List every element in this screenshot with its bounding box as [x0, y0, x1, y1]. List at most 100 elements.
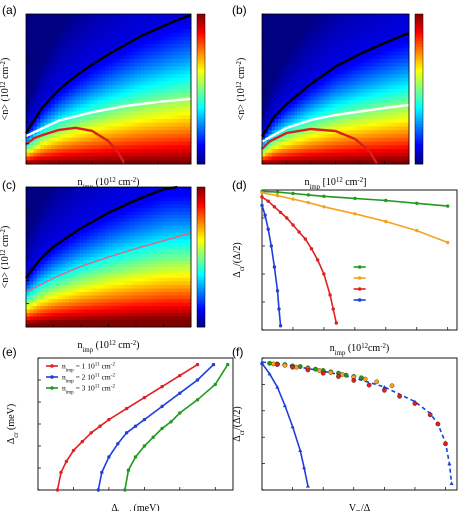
heatmap-cell: [58, 278, 63, 282]
heatmap-cell: [361, 122, 365, 127]
heatmap-cell: [300, 81, 304, 86]
heatmap-cell: [94, 149, 99, 154]
heatmap-cell: [322, 59, 327, 64]
heatmap-cell: [33, 141, 38, 146]
heatmap-cell: [36, 107, 41, 112]
heatmap-cell: [144, 17, 149, 22]
heatmap-cell: [29, 51, 34, 56]
heatmap-cell: [72, 40, 77, 45]
boundary-black: [260, 31, 410, 138]
heatmap-cell: [262, 107, 266, 112]
heatmap-cell: [90, 257, 95, 261]
colorbar-swatch: [197, 136, 205, 140]
heatmap-cell: [147, 145, 152, 150]
heatmap-cell: [36, 21, 41, 26]
heatmap-cell: [173, 160, 178, 165]
heatmap-cell: [51, 107, 56, 112]
heatmap-cell: [90, 122, 95, 127]
heatmap-cell: [108, 260, 113, 265]
heatmap-cell: [367, 29, 372, 34]
heatmap-cell: [319, 55, 324, 60]
heatmap-cell: [341, 160, 346, 165]
heatmap-cell: [341, 96, 346, 101]
heatmap-cell: [130, 145, 135, 150]
heatmap-cell: [97, 36, 102, 41]
heatmap-cell: [332, 104, 336, 109]
heatmap-cell: [40, 66, 45, 71]
heatmap-cell: [348, 152, 352, 157]
heatmap-cell: [383, 62, 388, 67]
heatmap-cell: [43, 211, 48, 216]
heatmap-cell: [348, 100, 352, 105]
heatmap-cell: [262, 126, 266, 131]
heatmap-cell: [396, 111, 400, 116]
heatmap-cell: [58, 134, 63, 139]
heatmap-cell: [155, 156, 160, 161]
heatmap-cell: [396, 14, 400, 19]
heatmap-cell: [86, 25, 91, 30]
heatmap-cell: [29, 299, 34, 303]
heatmap-cell: [262, 134, 266, 139]
heatmap-cell: [151, 62, 156, 67]
heatmap-cell: [119, 229, 124, 233]
heatmap-cell: [293, 96, 298, 101]
heatmap-cell: [112, 74, 117, 79]
heatmap-cell: [58, 107, 63, 112]
heatmap-cell: [58, 302, 63, 307]
panel-c: (c)nimp (1012 cm-2)<n> (1012 cm-2): [0, 178, 206, 354]
heatmap-cell: [297, 51, 301, 56]
heatmap-cell: [341, 145, 346, 150]
heatmap-cell: [297, 137, 301, 142]
heatmap-cell: [300, 152, 304, 157]
heatmap-cell: [147, 36, 152, 41]
heatmap-cell: [187, 74, 192, 79]
heatmap-cell: [69, 306, 74, 310]
heatmap-cell: [33, 292, 38, 296]
heatmap-cell: [345, 51, 349, 56]
heatmap-cell: [94, 40, 99, 45]
heatmap-cell: [332, 130, 336, 135]
heatmap-cell: [281, 111, 285, 116]
heatmap-cell: [297, 115, 301, 120]
heatmap-cell: [54, 81, 59, 86]
heatmap-cell: [65, 149, 70, 154]
heatmap-cell: [354, 104, 359, 109]
heatmap-cell: [281, 51, 285, 56]
heatmap-cell: [370, 134, 375, 139]
heatmap-cell: [335, 17, 340, 22]
heatmap-cell: [122, 70, 127, 75]
heatmap-cell: [61, 44, 66, 49]
heatmap-cell: [76, 218, 81, 223]
heatmap-cell: [133, 89, 138, 94]
heatmap-cell: [399, 47, 404, 52]
heatmap-cell: [126, 122, 131, 127]
heatmap-cell: [284, 122, 288, 127]
heatmap-cell: [130, 21, 135, 26]
heatmap-cell: [361, 156, 365, 161]
colorbar-swatch: [415, 106, 423, 110]
heatmap-cell: [101, 267, 106, 272]
heatmap-cell: [101, 264, 106, 268]
heatmap-cell: [83, 271, 88, 275]
heatmap-cell: [69, 59, 74, 64]
heatmap-cell: [158, 126, 163, 131]
heatmap-cell: [58, 243, 63, 247]
heatmap-cell: [86, 320, 91, 324]
heatmap-cell: [40, 299, 45, 303]
heatmap-cell: [284, 59, 288, 64]
heatmap-cell: [309, 115, 314, 120]
heatmap-cell: [180, 66, 185, 71]
colorbar-swatch: [197, 54, 205, 57]
heatmap-cell: [51, 306, 56, 310]
heatmap-cell: [33, 246, 38, 251]
heatmap-cell: [86, 81, 91, 86]
colorbar-swatch: [415, 14, 423, 17]
heatmap-cell: [54, 29, 59, 34]
heatmap-cell: [97, 47, 102, 52]
heatmap-cell: [405, 126, 410, 131]
heatmap-cell: [76, 44, 81, 49]
heatmap-cell: [54, 152, 59, 157]
heatmap-cell: [405, 55, 410, 60]
heatmap-cell: [187, 70, 192, 75]
heatmap-cell: [47, 218, 52, 223]
